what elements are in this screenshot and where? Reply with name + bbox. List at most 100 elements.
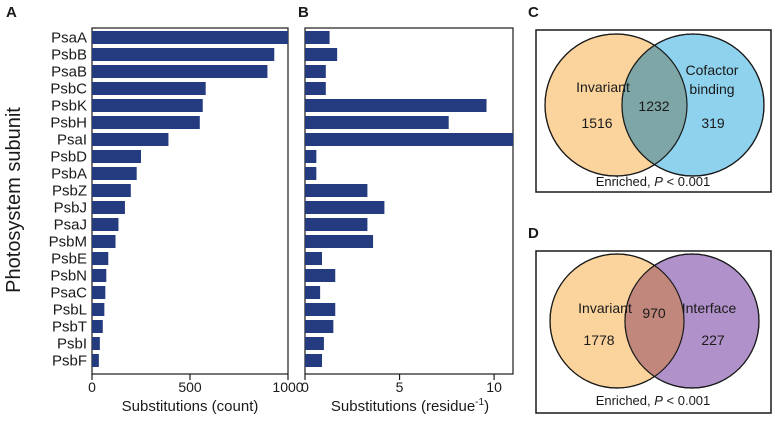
category-label-psbz: PsbZ [52, 183, 87, 200]
venn-c-outline-left [544, 33, 688, 177]
panel-a-bar-psbz [92, 184, 131, 197]
panel-b-x-axis-title: Substitutions (residue-1) [331, 397, 489, 415]
panel-b-bar-psbn [305, 269, 336, 282]
panel-b-bar-psbl [305, 303, 336, 316]
category-label-psab: PsaB [51, 64, 87, 81]
panel-a-bar-psbk [92, 99, 203, 112]
panel-a-bar-psba [92, 167, 137, 180]
panel-b-x-tick-label-1: 5 [396, 379, 404, 395]
venn-c-count-intersection: 1232 [638, 98, 669, 114]
panel-b-bar-psbf [305, 354, 323, 367]
panel-a-bar-psbb [92, 48, 275, 61]
panel-b-bar-psbc [305, 82, 326, 95]
panel-b-x-ticks: 0 5 10 [301, 374, 502, 395]
venn-c-count-cofactor-binding: 319 [701, 115, 725, 131]
panel-b-bar-psbk [305, 99, 487, 112]
panel-a-x-axis-title: Substitutions (count) [122, 398, 259, 415]
panel-a-bar-psbi [92, 337, 100, 350]
category-label-psbn: PsbN [50, 268, 87, 285]
venn-d-count-interface: 227 [701, 332, 725, 348]
panel-a-x-tick-label-0: 0 [88, 379, 96, 395]
panel-b-bar-psbt [305, 320, 334, 333]
panel-b-bar-psbi [305, 337, 324, 350]
panel-a-bar-psaa [92, 31, 288, 44]
panel-a-x-tick-label-2: 1000 [272, 379, 303, 395]
panel-b-x-tick-label-0: 0 [301, 379, 309, 395]
panel-letter-d: D [528, 225, 539, 242]
panel-a-bar-psaj [92, 218, 119, 231]
category-label-psai: PsaI [57, 132, 87, 149]
category-label-psbl: PsbL [53, 302, 87, 319]
venn-c-label-invariant: Invariant [576, 79, 630, 95]
venn-d-count-invariant: 1778 [583, 332, 614, 348]
panel-b-bar-psaj [305, 218, 368, 231]
panel-a-bar-psbn [92, 269, 107, 282]
panel-b-bar-psbz [305, 184, 368, 197]
venn-c-label-binding: binding [689, 81, 734, 97]
y-axis-title: Photosystem subunit [3, 107, 25, 293]
panel-a-x-tick-label-1: 500 [178, 379, 202, 395]
panel-b-bar-psbe [305, 252, 323, 265]
panel-d-venn: Invariant 1778 Interface 227 970 Enriche… [535, 250, 772, 414]
panel-b-x-tick-label-2: 10 [486, 379, 502, 395]
category-label-psac: PsaC [50, 285, 87, 302]
venn-d-outline-right [624, 253, 760, 389]
panel-b-bar-psbd [305, 150, 317, 163]
category-label-psbd: PsbD [50, 149, 87, 166]
category-label-psbm: PsbM [49, 234, 87, 251]
panel-a-x-ticks: 0 500 1000 [88, 374, 304, 395]
panel-b-bar-psbb [305, 48, 338, 61]
venn-c-caption: Enriched, P < 0.001 [596, 174, 711, 189]
panel-a-bar-psbf [92, 354, 99, 367]
venn-c-overlap [621, 45, 687, 165]
panel-a-bar-psbt [92, 320, 103, 333]
panel-letter-b: B [298, 4, 309, 21]
panel-b-bars [305, 31, 513, 367]
category-label-psbf: PsbF [52, 353, 87, 370]
panel-a-category-labels: PsaAPsbBPsaBPsbCPsbKPsbHPsaIPsbDPsbAPsbZ… [49, 30, 88, 370]
category-label-psbk: PsbK [51, 98, 87, 115]
panel-c-frame [535, 29, 772, 193]
category-label-psbc: PsbC [50, 81, 87, 98]
category-label-psbj: PsbJ [54, 200, 87, 217]
panel-b-bar-psbm [305, 235, 374, 248]
venn-d-outline-left [549, 253, 685, 389]
category-label-psbb: PsbB [51, 47, 87, 64]
panel-a-bar-psbh [92, 116, 200, 129]
panel-b-bar-chart: 0 5 10 Substitutions (residue-1) [301, 27, 514, 415]
panel-a-bar-chart: PsaAPsbBPsaBPsbCPsbKPsbHPsaIPsbDPsbAPsbZ… [49, 27, 304, 415]
panel-a-bar-psbm [92, 235, 116, 248]
venn-d-caption: Enriched, P < 0.001 [596, 393, 711, 408]
panel-a-bar-psac [92, 286, 106, 299]
panel-b-bar-psba [305, 167, 317, 180]
panel-b-bar-psac [305, 286, 321, 299]
panel-b-bar-psai [305, 133, 513, 146]
venn-d-count-intersection: 970 [642, 305, 666, 321]
panel-c-venn: Invariant 1516 Cofactor binding 319 1232… [535, 29, 772, 193]
panel-b-bar-psbj [305, 201, 385, 214]
category-label-psbe: PsbE [51, 251, 87, 268]
category-label-psaj: PsaJ [54, 217, 87, 234]
panel-b-bar-psbh [305, 116, 449, 129]
category-label-psaa: PsaA [51, 30, 87, 47]
venn-d-overlap [624, 265, 684, 377]
panel-a-bars [92, 31, 288, 367]
panel-d-frame [535, 250, 772, 414]
venn-d-label-interface: Interface [682, 300, 737, 316]
panel-a-bar-psbj [92, 201, 125, 214]
panel-a-bar-psbe [92, 252, 109, 265]
panel-b-bar-psab [305, 65, 326, 78]
category-label-psbi: PsbI [57, 336, 87, 353]
panel-letter-a: A [6, 4, 17, 21]
panel-a-bar-psab [92, 65, 268, 78]
category-label-psbt: PsbT [52, 319, 87, 336]
venn-c-label-cofactor: Cofactor [686, 62, 739, 78]
venn-c-count-invariant: 1516 [581, 115, 612, 131]
venn-c-outline-right [621, 33, 765, 177]
panel-letter-c: C [528, 4, 539, 21]
venn-d-label-invariant: Invariant [578, 300, 632, 316]
panel-b-bar-psaa [305, 31, 330, 44]
category-label-psbh: PsbH [50, 115, 87, 132]
panel-a-bar-psai [92, 133, 169, 146]
